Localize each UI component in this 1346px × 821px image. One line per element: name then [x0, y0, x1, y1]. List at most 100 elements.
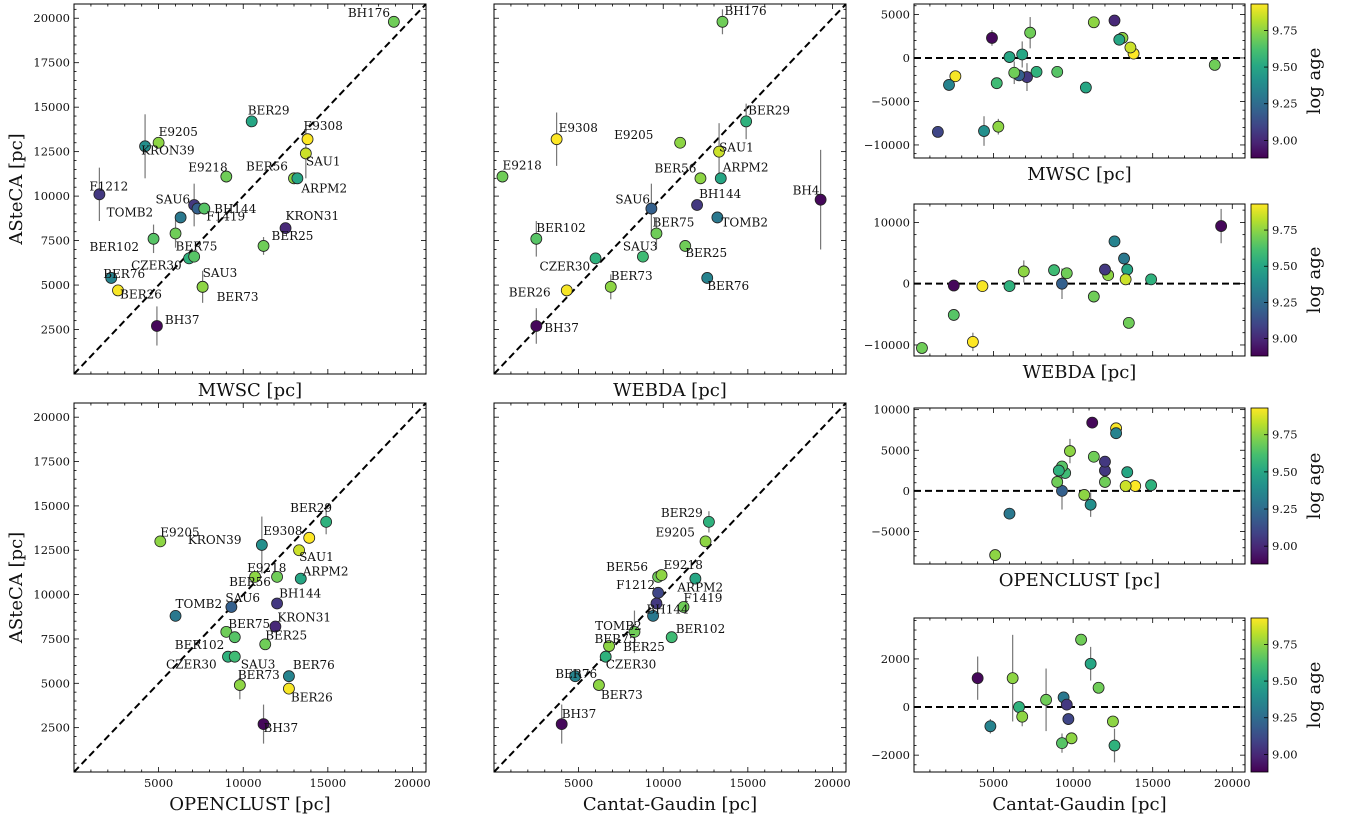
data-point: [228, 631, 241, 644]
data-point: [1084, 657, 1097, 670]
y-tick-label: 0: [903, 51, 910, 65]
data-point: [560, 284, 573, 297]
data-point: [1087, 450, 1100, 463]
data-point: [301, 133, 314, 146]
data-point: [603, 640, 615, 652]
data-point: [1092, 681, 1105, 694]
point-label: BER73: [238, 668, 280, 682]
point-label: ARPM2: [722, 160, 769, 174]
identity-line: [74, 403, 426, 772]
data-point: [1056, 737, 1068, 750]
data-point: [188, 250, 201, 263]
point-label: BER25: [685, 246, 727, 260]
x-tick-label: 5000: [144, 776, 173, 790]
x-axis-label: MWSC [pc]: [1027, 164, 1131, 185]
point-label: BER102: [676, 622, 726, 636]
point-label: BER102: [536, 221, 586, 235]
data-point: [1003, 51, 1016, 63]
data-point: [1086, 416, 1099, 429]
data-point: [169, 609, 182, 622]
point-label: E9218: [247, 561, 286, 575]
point-label: F1212: [89, 179, 128, 193]
axes-frame: [913, 407, 1246, 565]
data-point: [1119, 273, 1132, 286]
x-tick-label: 10000: [1055, 776, 1092, 790]
data-point: [303, 531, 316, 544]
point-label: BER56: [654, 161, 696, 175]
data-point: [677, 601, 690, 613]
data-point: [1124, 41, 1137, 54]
panel-opencluster-vs-asteca: 5000 10000 15000 20000 2500 5000 7500 10000 1250…: [6, 402, 431, 815]
point-label: KRON31: [277, 611, 331, 625]
colorbar-tick-label: 9.25: [1272, 295, 1298, 309]
point-label: BER25: [272, 229, 314, 243]
data-point: [271, 597, 283, 610]
data-point: [1119, 480, 1132, 492]
point-label: E9308: [559, 121, 598, 135]
y-tick-label: 12500: [33, 543, 70, 557]
point-label: E9205: [656, 525, 695, 539]
point-label: SAU1: [306, 154, 341, 168]
point-label: BER56: [229, 575, 271, 589]
data-point: [1060, 267, 1073, 280]
y-tick-label: 5000: [881, 443, 910, 457]
y-tick-label: 7500: [41, 234, 70, 248]
colorbar-tick-label: 9.25: [1272, 97, 1298, 111]
data-point: [949, 70, 962, 83]
y-tick-label: −5000: [871, 94, 910, 108]
identity-line: [494, 4, 846, 374]
data-point: [1065, 732, 1078, 745]
point-label: BER73: [611, 269, 653, 283]
y-tick-label: 0: [903, 700, 910, 714]
point-label: BER25: [623, 640, 665, 654]
data-point: [294, 572, 307, 585]
data-point: [105, 272, 118, 284]
data-point: [257, 718, 270, 731]
axes-frame: [73, 3, 427, 375]
identity-line: [74, 4, 426, 374]
x-tick-label: 20000: [814, 776, 851, 790]
colorbar-tick-label: 9.00: [1272, 747, 1298, 761]
point-label: BH144: [279, 586, 322, 600]
data-point: [257, 240, 270, 252]
y-tick-label: 12500: [33, 145, 70, 159]
data-point: [1056, 277, 1068, 290]
point-label: BH37: [165, 313, 200, 327]
point-label: BER76: [293, 658, 335, 672]
data-point: [530, 320, 543, 332]
data-point: [1122, 317, 1135, 329]
data-point: [1024, 26, 1037, 39]
point-label: BER75: [652, 215, 694, 229]
axes-frame: [913, 3, 1246, 159]
y-axis-label: ASteCA [pc]: [6, 133, 27, 245]
y-tick-label: 20000: [33, 11, 70, 25]
y-tick-label: 5000: [41, 676, 70, 690]
axes-frame: [493, 402, 847, 773]
data-point: [589, 252, 602, 265]
x-tick-label: 10000: [225, 776, 262, 790]
point-label: F1212: [616, 578, 655, 592]
data-point: [1017, 265, 1030, 278]
data-point: [1040, 693, 1052, 706]
data-point: [1108, 14, 1121, 27]
data-point: [1060, 698, 1073, 711]
data-point: [1087, 16, 1100, 29]
data-point: [1110, 427, 1123, 440]
data-point: [947, 309, 960, 321]
y-tick-label: 7500: [41, 632, 70, 646]
y-tick-label: 2500: [41, 323, 70, 337]
data-point: [711, 211, 724, 224]
x-axis-label: OPENCLUST [pc]: [169, 794, 330, 815]
point-label: BH144: [646, 602, 689, 616]
data-point: [1121, 466, 1134, 479]
data-point: [604, 280, 617, 293]
data-point: [716, 15, 729, 28]
data-point: [1145, 479, 1158, 492]
data-point: [966, 336, 979, 348]
data-point: [689, 572, 702, 585]
point-label: ARPM2: [676, 581, 723, 595]
data-point: [989, 549, 1002, 561]
data-point: [1099, 476, 1111, 488]
x-tick-label: 20000: [1214, 776, 1251, 790]
